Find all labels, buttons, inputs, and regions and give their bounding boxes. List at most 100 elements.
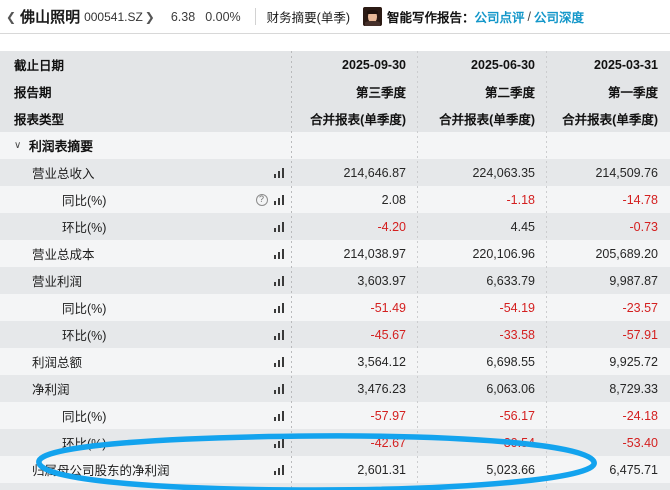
value-cell: 5,023.66 [418, 456, 547, 483]
cell-value: 224,063.35 [472, 165, 535, 180]
table-row[interactable]: 环比(%) -4.20 4.45 -0.73 [0, 213, 670, 240]
cell-value: -57.91 [622, 327, 658, 342]
avatar-face [367, 11, 377, 23]
value-cell: 214,038.97 [292, 240, 418, 267]
table-row[interactable]: 环比(%) -45.67 -33.58 -57.91 [0, 321, 670, 348]
bar-3 [281, 383, 284, 394]
bar-chart-icon[interactable] [273, 437, 284, 448]
bar-1 [273, 416, 276, 421]
table-row[interactable]: 同比(%)? 2.08 -1.18 -14.78 [0, 186, 670, 213]
table-row[interactable]: 营业总收入 214,646.87 224,063.35 214,509.76 [0, 159, 670, 186]
bar-chart-icon[interactable] [273, 302, 284, 313]
bar-2 [277, 467, 280, 475]
value-cell: 2,601.31 [292, 456, 418, 483]
bar-chart-icon[interactable] [273, 167, 284, 178]
bar-3 [281, 167, 284, 178]
value-cell: -57.91 [547, 321, 670, 348]
table-row[interactable]: 同比(%) -51.49 -54.19 -23.57 [0, 294, 670, 321]
bar-1 [273, 335, 276, 340]
bar-3 [281, 221, 284, 232]
assistant-avatar [362, 7, 382, 26]
bar-chart-icon[interactable] [273, 221, 284, 232]
cell-value: -56.17 [499, 408, 535, 423]
type-q2: 合并报表(单季度) [439, 113, 535, 127]
value-cell: -53.40 [547, 429, 670, 456]
header-cell: 合并报表(单季度) [547, 105, 670, 132]
cell-value: -42.67 [370, 435, 406, 450]
table-row[interactable]: 营业总成本 214,038.97 220,106.96 205,689.20 [0, 240, 670, 267]
bar-1 [273, 362, 276, 367]
avatar-body [364, 21, 380, 26]
bar-2 [277, 359, 280, 367]
value-cell: 3,476.23 [292, 375, 418, 402]
row-label-cell: 营业利润 [0, 267, 292, 294]
row-label-cell: 截止日期 [0, 51, 292, 78]
bar-2 [277, 413, 280, 421]
table-row[interactable]: 环比(%) -42.67 -30.54 -53.40 [0, 429, 670, 456]
table-row[interactable]: 同比(%)-55.68-53.71-22.64 [0, 483, 670, 490]
period-q2: 第二季度 [484, 86, 535, 100]
period-q3: 第三季度 [355, 86, 406, 100]
bar-chart-icon[interactable] [273, 275, 284, 286]
bar-chart-icon[interactable] [273, 329, 284, 340]
back-chevron-icon[interactable]: ❮ [6, 9, 17, 24]
stock-price: 6.38 [170, 9, 196, 24]
row-label: 同比(%) [0, 294, 292, 321]
value-cell: -55.68 [292, 483, 418, 490]
bar-3 [281, 248, 284, 259]
bar-chart-icon[interactable] [273, 410, 284, 421]
table-row[interactable]: 归属母公司股东的净利润 2,601.31 5,023.66 6,475.71 [0, 456, 670, 483]
section-empty-cell [547, 132, 670, 159]
row-label-cell: 报告期 [0, 78, 292, 105]
end-date-q1: 2025-03-31 [594, 57, 658, 72]
bar-chart-icon[interactable] [273, 464, 284, 475]
forward-chevron-icon[interactable]: ❯ [144, 9, 155, 24]
row-label: 同比(%)? [0, 186, 292, 213]
bar-2 [277, 197, 280, 205]
table-row[interactable]: 利润总额 3,564.12 6,698.55 9,925.72 [0, 348, 670, 375]
tab-financial-summary[interactable]: 财务摘要(单季) [266, 11, 350, 25]
bar-2 [277, 278, 280, 286]
bar-chart-icon[interactable] [273, 383, 284, 394]
table-row-report-period: 报告期 第三季度 第二季度 第一季度 [0, 78, 670, 105]
help-question-icon[interactable]: ? [255, 193, 268, 206]
row-label-text: 利润总额 [32, 356, 83, 370]
bar-1 [273, 254, 276, 259]
table-row-end-date: 截止日期 2025-09-30 2025-06-30 2025-03-31 [0, 51, 670, 78]
bar-chart-icon[interactable] [273, 356, 284, 367]
cell-value: -53.40 [622, 435, 658, 450]
row-label: 营业总成本 [0, 240, 292, 267]
value-cell: -23.57 [547, 294, 670, 321]
bar-chart-icon[interactable] [273, 194, 284, 205]
table-body: 截止日期 2025-09-30 2025-06-30 2025-03-31 报告… [0, 51, 670, 490]
bar-2 [277, 332, 280, 340]
ai-report-label: 智能写作报告： [386, 11, 475, 25]
bar-chart-icon[interactable] [273, 248, 284, 259]
table-row[interactable]: 同比(%) -57.97 -56.17 -24.18 [0, 402, 670, 429]
table-row[interactable]: 营业利润 3,603.97 6,633.79 9,987.87 [0, 267, 670, 294]
value-cell: 6,063.06 [418, 375, 547, 402]
header-cell: 第三季度 [292, 78, 418, 105]
row-label-text: 环比(%) [62, 221, 107, 235]
cell-value: 6,063.06 [486, 381, 535, 396]
stock-name[interactable]: 佛山照明 [20, 9, 81, 26]
chevron-down-icon[interactable]: ∨ [14, 140, 22, 151]
row-label-cell: 同比(%) [0, 483, 292, 490]
value-cell: 205,689.20 [547, 240, 670, 267]
section-header-income-statement[interactable]: ∨ 利润表摘要 [0, 132, 670, 159]
bar-3 [281, 464, 284, 475]
row-label: 净利润 [0, 375, 292, 402]
value-cell: -53.71 [418, 483, 547, 490]
link-company-review[interactable]: 公司点评 [474, 11, 525, 25]
value-cell: 2.08 [292, 186, 418, 213]
cell-value: 3,476.23 [357, 381, 406, 396]
table-row[interactable]: 净利润 3,476.23 6,063.06 8,729.33 [0, 375, 670, 402]
cell-value: 2.08 [381, 192, 406, 207]
section-label-cell[interactable]: ∨ 利润表摘要 [0, 132, 292, 159]
link-company-deep-report[interactable]: 公司深度 [534, 11, 585, 25]
cell-value: -24.18 [622, 408, 658, 423]
period-q1: 第一季度 [607, 86, 658, 100]
section-label[interactable]: ∨ 利润表摘要 [0, 132, 292, 159]
value-cell: 8,729.33 [547, 375, 670, 402]
